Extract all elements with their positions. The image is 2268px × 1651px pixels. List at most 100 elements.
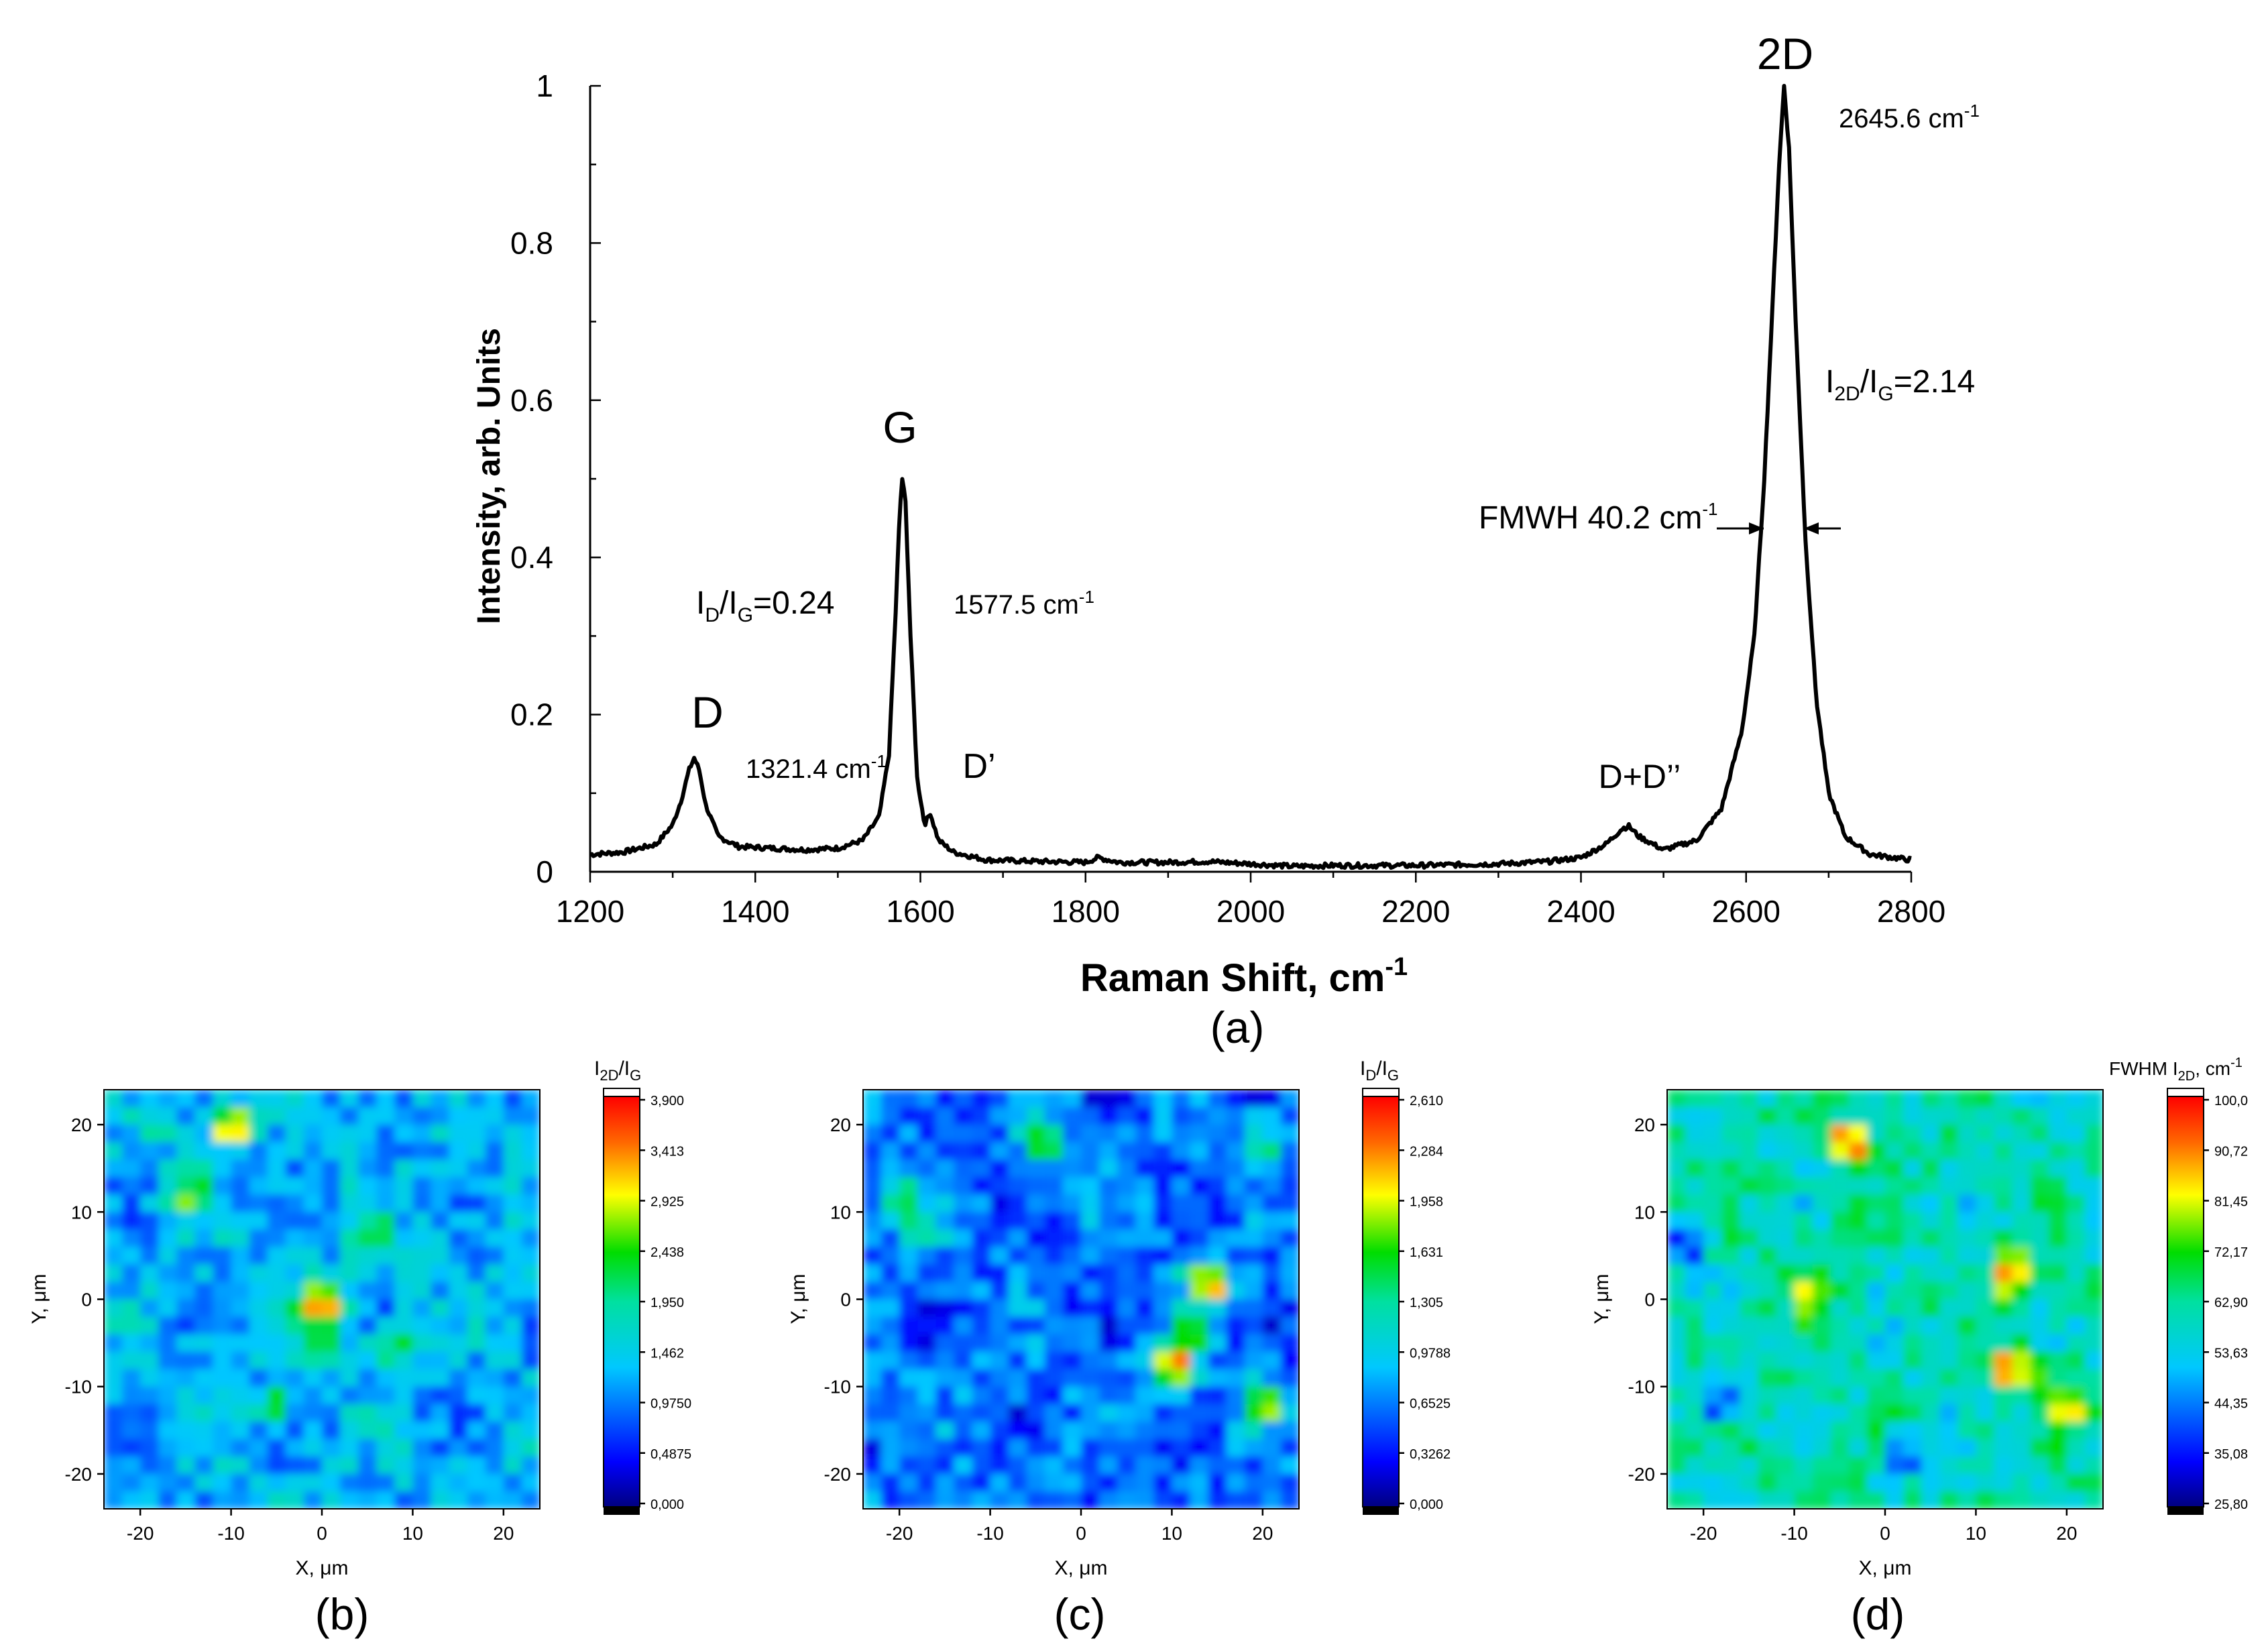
heatmap-cell — [358, 1316, 378, 1335]
heatmap-cell — [2066, 1142, 2086, 1161]
heatmap-cell — [340, 1404, 359, 1422]
heatmap-cell — [1885, 1404, 1905, 1422]
heatmap-cell — [1153, 1404, 1173, 1422]
heatmap-cell — [449, 1334, 468, 1353]
heatmap-cell — [2084, 1456, 2103, 1475]
heatmap-cell — [176, 1473, 196, 1492]
heatmap-cell — [158, 1491, 178, 1509]
heatmap-cell — [1262, 1299, 1282, 1318]
heatmap-cell — [1172, 1177, 1191, 1196]
heatmap-cell — [521, 1351, 540, 1370]
colorbar-tick-label: 2,610 — [1410, 1094, 1443, 1108]
heatmap-cell — [467, 1229, 486, 1248]
heatmap-cell — [140, 1247, 160, 1265]
heatmap-cell — [1958, 1212, 1977, 1231]
heatmap-cell — [1044, 1107, 1064, 1125]
colorbar-over — [1362, 1088, 1400, 1097]
heatmap-cell — [412, 1229, 432, 1248]
heatmap-cell — [158, 1194, 178, 1213]
heatmap-cell — [899, 1229, 919, 1248]
heatmap-cell — [935, 1264, 955, 1283]
heatmap-cell — [1721, 1299, 1741, 1318]
heatmap-cell — [449, 1369, 468, 1387]
heatmap-cell — [303, 1194, 323, 1213]
heatmap-cell — [1939, 1125, 1959, 1143]
heatmap-cell — [2048, 1194, 2067, 1213]
heatmap-cell — [1794, 1404, 1813, 1422]
x-tick-label: -10 — [217, 1523, 244, 1544]
heatmap-cell — [1848, 1438, 1868, 1457]
heatmap-cell — [1848, 1351, 1868, 1370]
heatmap-cell — [881, 1125, 901, 1143]
heatmap-cell — [158, 1421, 178, 1440]
heatmap-cell — [1153, 1456, 1173, 1475]
heatmap-cell — [954, 1404, 973, 1422]
heatmap-cell — [176, 1456, 196, 1475]
heatmap-cell — [954, 1229, 973, 1248]
heatmap-cell — [1703, 1212, 1723, 1231]
heatmap-cell — [176, 1264, 196, 1283]
y-tick-label: 20 — [1634, 1115, 1655, 1135]
heatmap-cell — [521, 1212, 540, 1231]
heatmap-cell — [1848, 1404, 1868, 1422]
heatmap-cell — [1794, 1090, 1813, 1108]
heatmap-cell — [1903, 1229, 1923, 1248]
heatmap-cell — [1776, 1247, 1795, 1265]
heatmap-cell — [485, 1159, 504, 1178]
heatmap-cell — [954, 1194, 973, 1213]
heatmap-cell — [881, 1473, 901, 1492]
heatmap-cell — [521, 1264, 540, 1283]
heatmap-cell — [213, 1316, 232, 1335]
heatmap-cell — [1758, 1194, 1777, 1213]
heatmap-cell — [1721, 1264, 1741, 1283]
heatmap-cell — [358, 1404, 378, 1422]
heatmap-cell — [1226, 1386, 1245, 1405]
x-tick-label: 1600 — [886, 894, 954, 929]
heatmap-cell — [303, 1369, 323, 1387]
heatmap-cell — [122, 1125, 141, 1143]
heatmap-cell — [158, 1229, 178, 1248]
heatmap-cell — [1062, 1159, 1082, 1178]
heatmap-cell — [231, 1229, 250, 1248]
heatmap-cell — [503, 1316, 522, 1335]
heatmap-cell — [935, 1351, 955, 1370]
heatmap-cell — [1026, 1456, 1045, 1475]
heatmap-cell — [1062, 1369, 1082, 1387]
heatmap-cell — [2012, 1386, 2031, 1405]
heatmap-cell — [917, 1386, 937, 1405]
heatmap-cell — [412, 1159, 432, 1178]
heatmap-cell — [1226, 1247, 1245, 1265]
heatmap-cell — [1885, 1090, 1905, 1108]
heatmap-cell — [412, 1107, 432, 1125]
heatmap-cell — [449, 1473, 468, 1492]
heatmap-cell — [485, 1351, 504, 1370]
heatmap-cell — [267, 1194, 286, 1213]
heatmap-cell — [213, 1212, 232, 1231]
heatmap-cell — [104, 1282, 123, 1300]
colorbar-tick-label: 0,9788 — [1410, 1346, 1451, 1361]
heatmap-cell — [521, 1369, 540, 1387]
heatmap-cell — [899, 1264, 919, 1283]
heatmap-cell — [1685, 1142, 1705, 1161]
heatmap-cell — [1740, 1159, 1759, 1178]
heatmap-cell — [1667, 1316, 1687, 1335]
heatmap-cell — [1008, 1247, 1027, 1265]
heatmap-cell — [1848, 1090, 1868, 1108]
heatmap-cell — [1008, 1212, 1027, 1231]
heatmap-cell — [158, 1247, 178, 1265]
heatmap-cell — [231, 1369, 250, 1387]
heatmap-cell — [1081, 1282, 1100, 1300]
x-ticks: 1200 1400 1600 1800 2000 2200 2400 2600 2800 — [556, 872, 1945, 929]
heatmap-cell — [1008, 1438, 1027, 1457]
heatmap-cell — [1866, 1107, 1886, 1125]
heatmap-cell — [1667, 1438, 1687, 1457]
heatmap-cell — [376, 1125, 396, 1143]
heatmap-cell — [213, 1438, 232, 1457]
heatmap-cell — [1172, 1473, 1191, 1492]
heatmap-cell — [863, 1282, 883, 1300]
heatmap-cell — [412, 1090, 432, 1108]
heatmap-cell — [1903, 1299, 1923, 1318]
heatmap-cell — [1244, 1473, 1263, 1492]
heatmap-cell — [412, 1369, 432, 1387]
